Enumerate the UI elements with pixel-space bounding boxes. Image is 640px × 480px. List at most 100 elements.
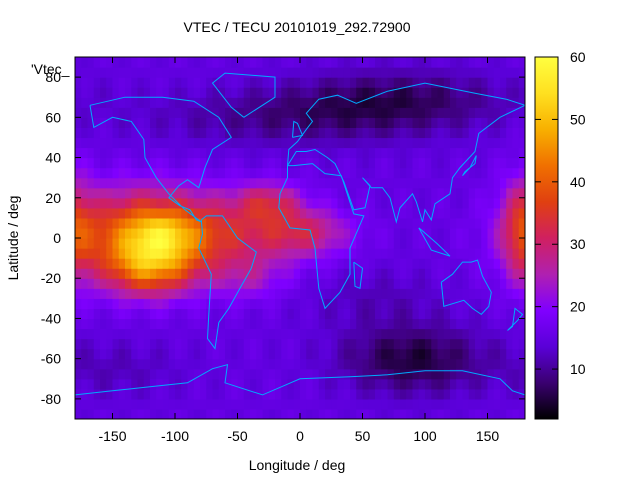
heatmap-cell bbox=[362, 278, 370, 289]
heatmap-cell bbox=[387, 378, 395, 390]
heatmap-cell bbox=[100, 298, 107, 309]
heatmap-cell bbox=[275, 378, 282, 390]
heatmap-cell bbox=[462, 288, 470, 299]
heatmap-cell bbox=[393, 398, 401, 410]
heatmap-cell bbox=[262, 358, 270, 370]
heatmap-cell bbox=[150, 97, 157, 108]
heatmap-cell bbox=[281, 157, 289, 169]
heatmap-cell bbox=[462, 378, 470, 390]
heatmap-cell bbox=[406, 408, 414, 419]
heatmap-cell bbox=[487, 207, 495, 219]
heatmap-cell bbox=[331, 248, 339, 259]
heatmap-cell bbox=[93, 368, 101, 380]
heatmap-cell bbox=[125, 77, 132, 88]
heatmap-cell bbox=[475, 308, 482, 320]
heatmap-cell bbox=[206, 378, 214, 390]
heatmap-cell bbox=[81, 358, 89, 370]
heatmap-cell bbox=[393, 238, 401, 249]
heatmap-cell bbox=[181, 207, 189, 219]
heatmap-cell bbox=[287, 238, 295, 249]
heatmap-cell bbox=[500, 217, 507, 229]
heatmap-cell bbox=[75, 248, 82, 259]
heatmap-cell bbox=[262, 238, 270, 249]
heatmap-cell bbox=[500, 227, 507, 239]
heatmap-cell bbox=[425, 298, 432, 309]
heatmap-cell bbox=[412, 288, 420, 299]
heatmap-cell bbox=[187, 398, 195, 410]
heatmap-cell bbox=[118, 408, 126, 419]
heatmap-cell bbox=[93, 318, 101, 330]
heatmap-cell bbox=[218, 87, 226, 98]
heatmap-cell bbox=[306, 87, 314, 98]
heatmap-cell bbox=[293, 298, 301, 309]
heatmap-cell bbox=[181, 278, 189, 289]
heatmap-cell bbox=[125, 67, 132, 78]
heatmap-cell bbox=[162, 127, 170, 139]
heatmap-cell bbox=[475, 97, 482, 108]
heatmap-cell bbox=[387, 117, 395, 128]
heatmap-cell bbox=[262, 288, 270, 299]
heatmap-cell bbox=[237, 308, 245, 320]
heatmap-cell bbox=[75, 398, 82, 410]
heatmap-cell bbox=[162, 207, 170, 219]
heatmap-cell bbox=[331, 217, 339, 229]
heatmap-cell bbox=[143, 67, 151, 78]
heatmap-cell bbox=[287, 308, 295, 320]
heatmap-cell bbox=[100, 328, 107, 340]
heatmap-cell bbox=[493, 117, 501, 128]
heatmap-cell bbox=[368, 187, 376, 199]
heatmap-cell bbox=[100, 378, 107, 390]
heatmap-cell bbox=[343, 77, 351, 88]
heatmap-cell bbox=[218, 248, 226, 259]
heatmap-cell bbox=[100, 238, 107, 249]
heatmap-cell bbox=[218, 187, 226, 199]
heatmap-cell bbox=[175, 77, 182, 88]
heatmap-cell bbox=[493, 107, 501, 118]
heatmap-cell bbox=[206, 177, 214, 189]
heatmap-cell bbox=[412, 57, 420, 68]
heatmap-cell bbox=[368, 348, 376, 360]
heatmap-cell bbox=[462, 238, 470, 249]
heatmap-cell bbox=[493, 388, 501, 400]
heatmap-cell bbox=[418, 268, 426, 279]
heatmap-cell bbox=[231, 217, 239, 229]
heatmap-cell bbox=[456, 117, 464, 128]
heatmap-cell bbox=[225, 398, 232, 410]
x-tick-label: -100 bbox=[161, 428, 189, 444]
heatmap-cell bbox=[387, 167, 395, 179]
heatmap-cell bbox=[168, 398, 176, 410]
heatmap-cell bbox=[462, 127, 470, 139]
heatmap-cell bbox=[325, 177, 332, 189]
heatmap-cell bbox=[425, 378, 432, 390]
heatmap-cell bbox=[275, 167, 282, 179]
heatmap-cell bbox=[81, 348, 89, 360]
heatmap-cell bbox=[212, 278, 220, 289]
heatmap-cell bbox=[256, 227, 264, 239]
heatmap-cell bbox=[268, 388, 276, 400]
heatmap-cell bbox=[362, 137, 370, 149]
heatmap-cell bbox=[356, 298, 364, 309]
heatmap-cell bbox=[350, 408, 357, 419]
heatmap-cell bbox=[262, 137, 270, 149]
colorbar bbox=[534, 56, 559, 420]
heatmap-cell bbox=[193, 328, 201, 340]
heatmap-cell bbox=[281, 217, 289, 229]
heatmap-cell bbox=[118, 117, 126, 128]
heatmap-cell bbox=[262, 258, 270, 269]
heatmap-cell bbox=[343, 368, 351, 380]
heatmap-cell bbox=[256, 248, 264, 259]
heatmap-cell bbox=[237, 368, 245, 380]
heatmap-cell bbox=[275, 268, 282, 279]
heatmap-cell bbox=[237, 157, 245, 169]
heatmap-cell bbox=[75, 348, 82, 360]
heatmap-cell bbox=[206, 398, 214, 410]
heatmap-cell bbox=[450, 378, 457, 390]
heatmap-cell bbox=[275, 67, 282, 78]
heatmap-cell bbox=[406, 248, 414, 259]
heatmap-cell bbox=[137, 298, 145, 309]
heatmap-cell bbox=[418, 87, 426, 98]
heatmap-cell bbox=[518, 157, 525, 169]
heatmap-cell bbox=[393, 318, 401, 330]
heatmap-cell bbox=[393, 328, 401, 340]
heatmap-cell bbox=[300, 258, 307, 269]
